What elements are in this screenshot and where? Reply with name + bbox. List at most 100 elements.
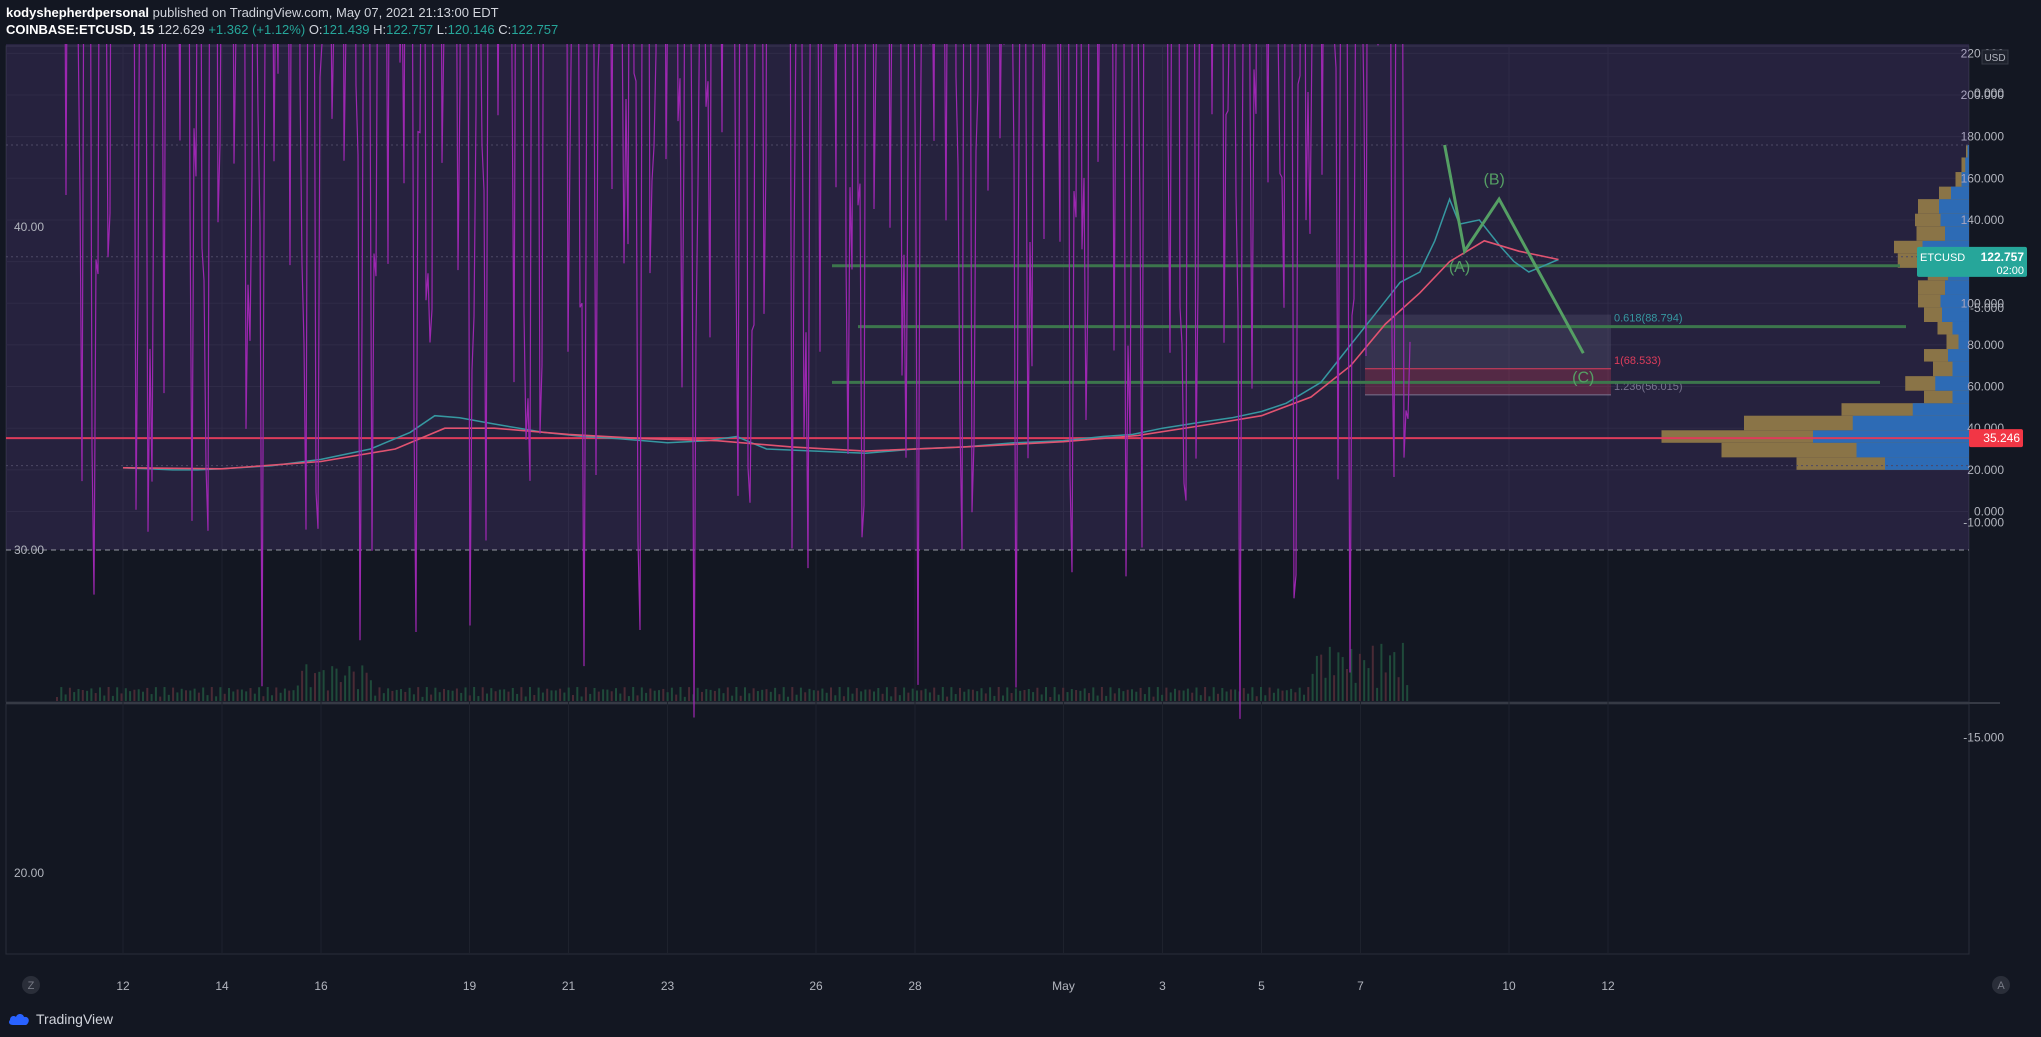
- volume-bar: [688, 687, 691, 701]
- volume-bar: [395, 689, 398, 701]
- tradingview-brand[interactable]: TradingView: [8, 1011, 113, 1027]
- volume-bar: [756, 691, 759, 701]
- horizontal-lines[interactable]: [6, 144, 1969, 467]
- volume-bar: [997, 687, 1000, 701]
- time-axis[interactable]: 12 14 16 19 21 23 26 28 May 3 5 7 10 12: [116, 979, 1615, 993]
- volume-bar: [357, 689, 359, 701]
- volume-bar: [1057, 694, 1060, 701]
- volume-bar: [1328, 646, 1331, 701]
- price-chart[interactable]: 0.618(88.794)1(68.533)1.236(56.015) (A)(…: [0, 44, 2041, 1002]
- vp-row-up: [1852, 415, 1969, 431]
- vp-row-up: [1967, 144, 1969, 158]
- x-tick-label: 12: [1601, 979, 1615, 993]
- volume-bar: [615, 688, 617, 701]
- volume-bar: [1122, 691, 1125, 701]
- volume-bar: [726, 687, 729, 701]
- volume-bar: [778, 694, 781, 701]
- wave-drawing[interactable]: (A) (B) (C): [1443, 144, 1595, 386]
- volume-bar: [64, 694, 67, 701]
- volume-bar: [916, 690, 918, 701]
- volume-bar: [1040, 694, 1043, 701]
- volume-bar: [430, 694, 433, 701]
- volume-bar: [1165, 687, 1168, 701]
- currency-box[interactable]: [1981, 49, 2009, 65]
- volume-bar: [361, 665, 364, 701]
- volume-bar: [408, 687, 411, 701]
- support-price-label: 35.246: [1983, 431, 2020, 445]
- volume-bar: [215, 696, 218, 701]
- vp-row-up: [1945, 226, 1969, 241]
- volume-bar: [1234, 689, 1237, 701]
- volume-bar: [1324, 677, 1327, 701]
- vp-row-up: [1885, 457, 1969, 470]
- volume-bar: [877, 688, 880, 701]
- support-price-tag: [1969, 429, 2023, 448]
- volume-bar: [56, 697, 58, 701]
- volume-bar: [971, 689, 974, 701]
- volume-bar: [1161, 694, 1164, 701]
- volume-bar: [1139, 687, 1142, 701]
- volume-bar: [283, 688, 286, 701]
- volume-bar: [1354, 682, 1357, 701]
- volume-bar: [739, 695, 742, 701]
- volume-bar: [404, 691, 407, 701]
- x-tick-label: 26: [809, 979, 823, 993]
- volume-bar: [821, 688, 824, 701]
- volume-bar: [718, 688, 721, 701]
- volume-bar: [434, 687, 437, 701]
- volume-bar: [873, 691, 875, 701]
- volume-bar: [597, 691, 600, 701]
- volume-bar: [554, 690, 557, 701]
- auto-scale-button[interactable]: [1992, 976, 2010, 994]
- volume-bar: [627, 696, 630, 701]
- volume-bar: [451, 690, 454, 701]
- volume-bar: [1169, 692, 1172, 701]
- volume-bar: [937, 694, 940, 701]
- volume-bar: [533, 694, 536, 701]
- volume-bar: [589, 693, 592, 701]
- volume-bar: [795, 694, 798, 701]
- x-tick-label: 7: [1357, 979, 1364, 993]
- volume-bar: [103, 695, 106, 701]
- volume-bar: [172, 687, 175, 701]
- volume-bar: [116, 687, 119, 701]
- vp-row-up: [1813, 430, 1969, 443]
- symbol-name[interactable]: COINBASE:ETCUSD, 15: [6, 22, 155, 37]
- volume-bar: [950, 687, 953, 701]
- vp-row-up: [1940, 213, 1969, 227]
- volume-bar: [279, 692, 282, 701]
- volume-bar: [1367, 668, 1370, 701]
- vp-row-up: [1912, 403, 1969, 416]
- x-tick-label: 16: [314, 979, 328, 993]
- osc-left-tick: 30.00: [14, 543, 44, 557]
- volume-bar: [391, 690, 394, 701]
- volume-bar: [1264, 695, 1267, 701]
- volume-bar: [705, 689, 708, 701]
- osc-left-tick: 40.00: [14, 220, 44, 234]
- volume-bar: [1002, 695, 1004, 701]
- volume-bar: [1126, 689, 1129, 701]
- volume-bar: [232, 691, 235, 701]
- volume-bar: [516, 693, 519, 701]
- volume-bar: [520, 687, 523, 701]
- zoom-z-button[interactable]: [22, 976, 40, 994]
- volume-bar: [223, 693, 226, 701]
- scale-buttons: Z A: [22, 976, 2010, 994]
- y-tick-label: 60.000: [1967, 380, 2004, 394]
- volume-bar: [1118, 688, 1121, 701]
- wave-path[interactable]: [1443, 144, 1585, 354]
- publisher-name[interactable]: kodyshepherdpersonal: [6, 5, 150, 20]
- volume-bar: [529, 687, 531, 701]
- wave-label-c: (C): [1572, 369, 1594, 386]
- price-tag-symbol: ETCUSD: [1920, 252, 1965, 264]
- zoom-z-label: Z: [28, 980, 35, 992]
- volume-bar: [1337, 652, 1340, 701]
- y-tick-label: 200.000: [1961, 88, 2005, 102]
- volume-bar: [1384, 672, 1387, 701]
- volume-bar: [1212, 687, 1215, 701]
- volume-bar: [318, 671, 321, 701]
- volume-bar: [1131, 689, 1133, 701]
- volume-bar: [1019, 690, 1022, 701]
- volume-bar: [645, 692, 648, 701]
